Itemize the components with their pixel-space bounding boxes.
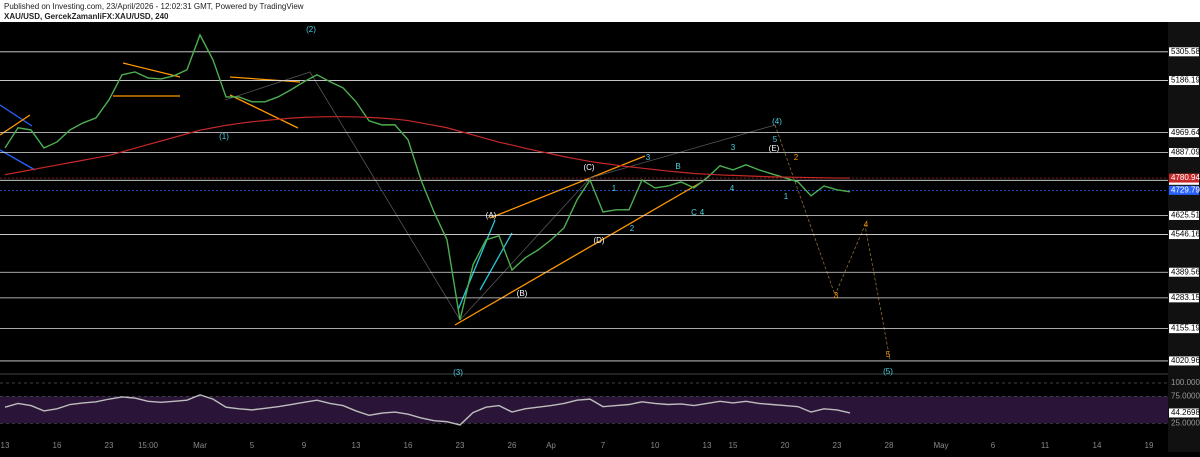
price-label: 4389.56 [1171, 267, 1200, 276]
price-label-bg [1169, 185, 1199, 195]
x-tick-label: 23 [456, 441, 465, 450]
price-label-bg [1169, 324, 1199, 334]
price-label-bg [1169, 76, 1199, 86]
wave-label: (2) [306, 25, 316, 34]
x-tick-label: 10 [651, 441, 660, 450]
x-tick-label: Ap [546, 441, 556, 450]
wave-label: 4 [864, 220, 869, 229]
wave-label: 1 [612, 184, 617, 193]
price-label: 4887.09 [1171, 148, 1200, 157]
wave-label: 2 [630, 224, 635, 233]
wave-label: (A) [486, 211, 497, 220]
rsi-band [0, 396, 1168, 424]
x-tick-label: 15 [729, 441, 738, 450]
price-label-bg [1169, 128, 1199, 138]
wave-label: (4) [772, 117, 782, 126]
wave-label: 4 [730, 184, 735, 193]
wave-label: (C) [583, 163, 594, 172]
price-line [4, 116, 850, 179]
rsi-tick-label: 100.0000 [1171, 378, 1200, 387]
x-tick-label: 9 [302, 441, 307, 450]
rsi-last-bg [1169, 408, 1199, 418]
wave-label: C [691, 208, 697, 217]
rsi-tick-label: 25.0000 [1171, 418, 1200, 427]
symbol-title: XAU/USD, GercekZamanliFX:XAU/USD, 240 [4, 12, 169, 21]
price-label: 4625.51 [1171, 211, 1200, 220]
x-tick-label: 16 [404, 441, 413, 450]
x-tick-label: 13 [703, 441, 712, 450]
price-label-bg [1169, 267, 1199, 277]
wave-label: (5) [883, 367, 893, 376]
wave-label: (B) [517, 289, 528, 298]
wave-label: 3 [834, 291, 839, 300]
x-tick-label: 11 [1041, 441, 1050, 450]
x-tick-label: 19 [1145, 441, 1154, 450]
price-label-bg [1169, 47, 1199, 57]
wave-label: 5 [886, 350, 891, 359]
x-tick-label: May [933, 441, 948, 450]
x-tick-label: 13 [1, 441, 10, 450]
published-note: Published on Investing.com, 23/April/202… [4, 2, 304, 11]
price-label-bg [1169, 293, 1199, 303]
wave-label: B [675, 162, 680, 171]
price-label-bg [1169, 230, 1199, 240]
wave-label: (E) [769, 144, 780, 153]
price-label: 4155.19 [1171, 324, 1200, 333]
price-label: 5305.58 [1171, 47, 1200, 56]
x-tick-label: Mar [193, 441, 207, 450]
x-tick-label: 15:00 [138, 441, 159, 450]
header-bg [0, 0, 1200, 22]
x-tick-label: 5 [250, 441, 255, 450]
price-label: 4729.79 [1171, 185, 1200, 194]
price-line [4, 33, 851, 321]
wave-label: 3 [646, 153, 651, 162]
x-tick-label: 28 [885, 441, 894, 450]
price-label-bg [1169, 210, 1199, 220]
x-tick-label: 6 [991, 441, 996, 450]
price-label-bg [1169, 173, 1199, 183]
x-tick-label: 14 [1093, 441, 1102, 450]
wave-label: 2 [794, 153, 799, 162]
wave-label: (1) [219, 132, 229, 141]
x-tick-label: 7 [601, 441, 606, 450]
wave-label: 4 [700, 208, 705, 217]
drawings [0, 62, 891, 361]
wave-label: 1 [784, 192, 789, 201]
price-label-bg [1169, 356, 1199, 366]
wave-label: (3) [453, 368, 463, 377]
price-label: 4020.96 [1171, 356, 1200, 365]
price-line [4, 394, 851, 426]
x-tick-label: 13 [352, 441, 361, 450]
price-label: 5186.19 [1171, 76, 1200, 85]
wave-label: (D) [593, 236, 604, 245]
wave-label: 5 [773, 135, 778, 144]
rsi-last-label: 44.2698 [1171, 408, 1200, 417]
rsi-tick-label: 75.0000 [1171, 392, 1200, 401]
price-label: 4283.15 [1171, 293, 1200, 302]
price-label-bg [1169, 148, 1199, 158]
x-tick-label: 16 [53, 441, 62, 450]
x-tick-label: 23 [833, 441, 842, 450]
price-label: 4780.94 [1171, 173, 1200, 182]
x-tick-label: 20 [781, 441, 790, 450]
price-label: 4546.16 [1171, 230, 1200, 239]
x-tick-label: 23 [105, 441, 114, 450]
x-tick-label: 26 [508, 441, 517, 450]
price-label: 4969.64 [1171, 128, 1200, 137]
wave-label: 3 [731, 143, 736, 152]
